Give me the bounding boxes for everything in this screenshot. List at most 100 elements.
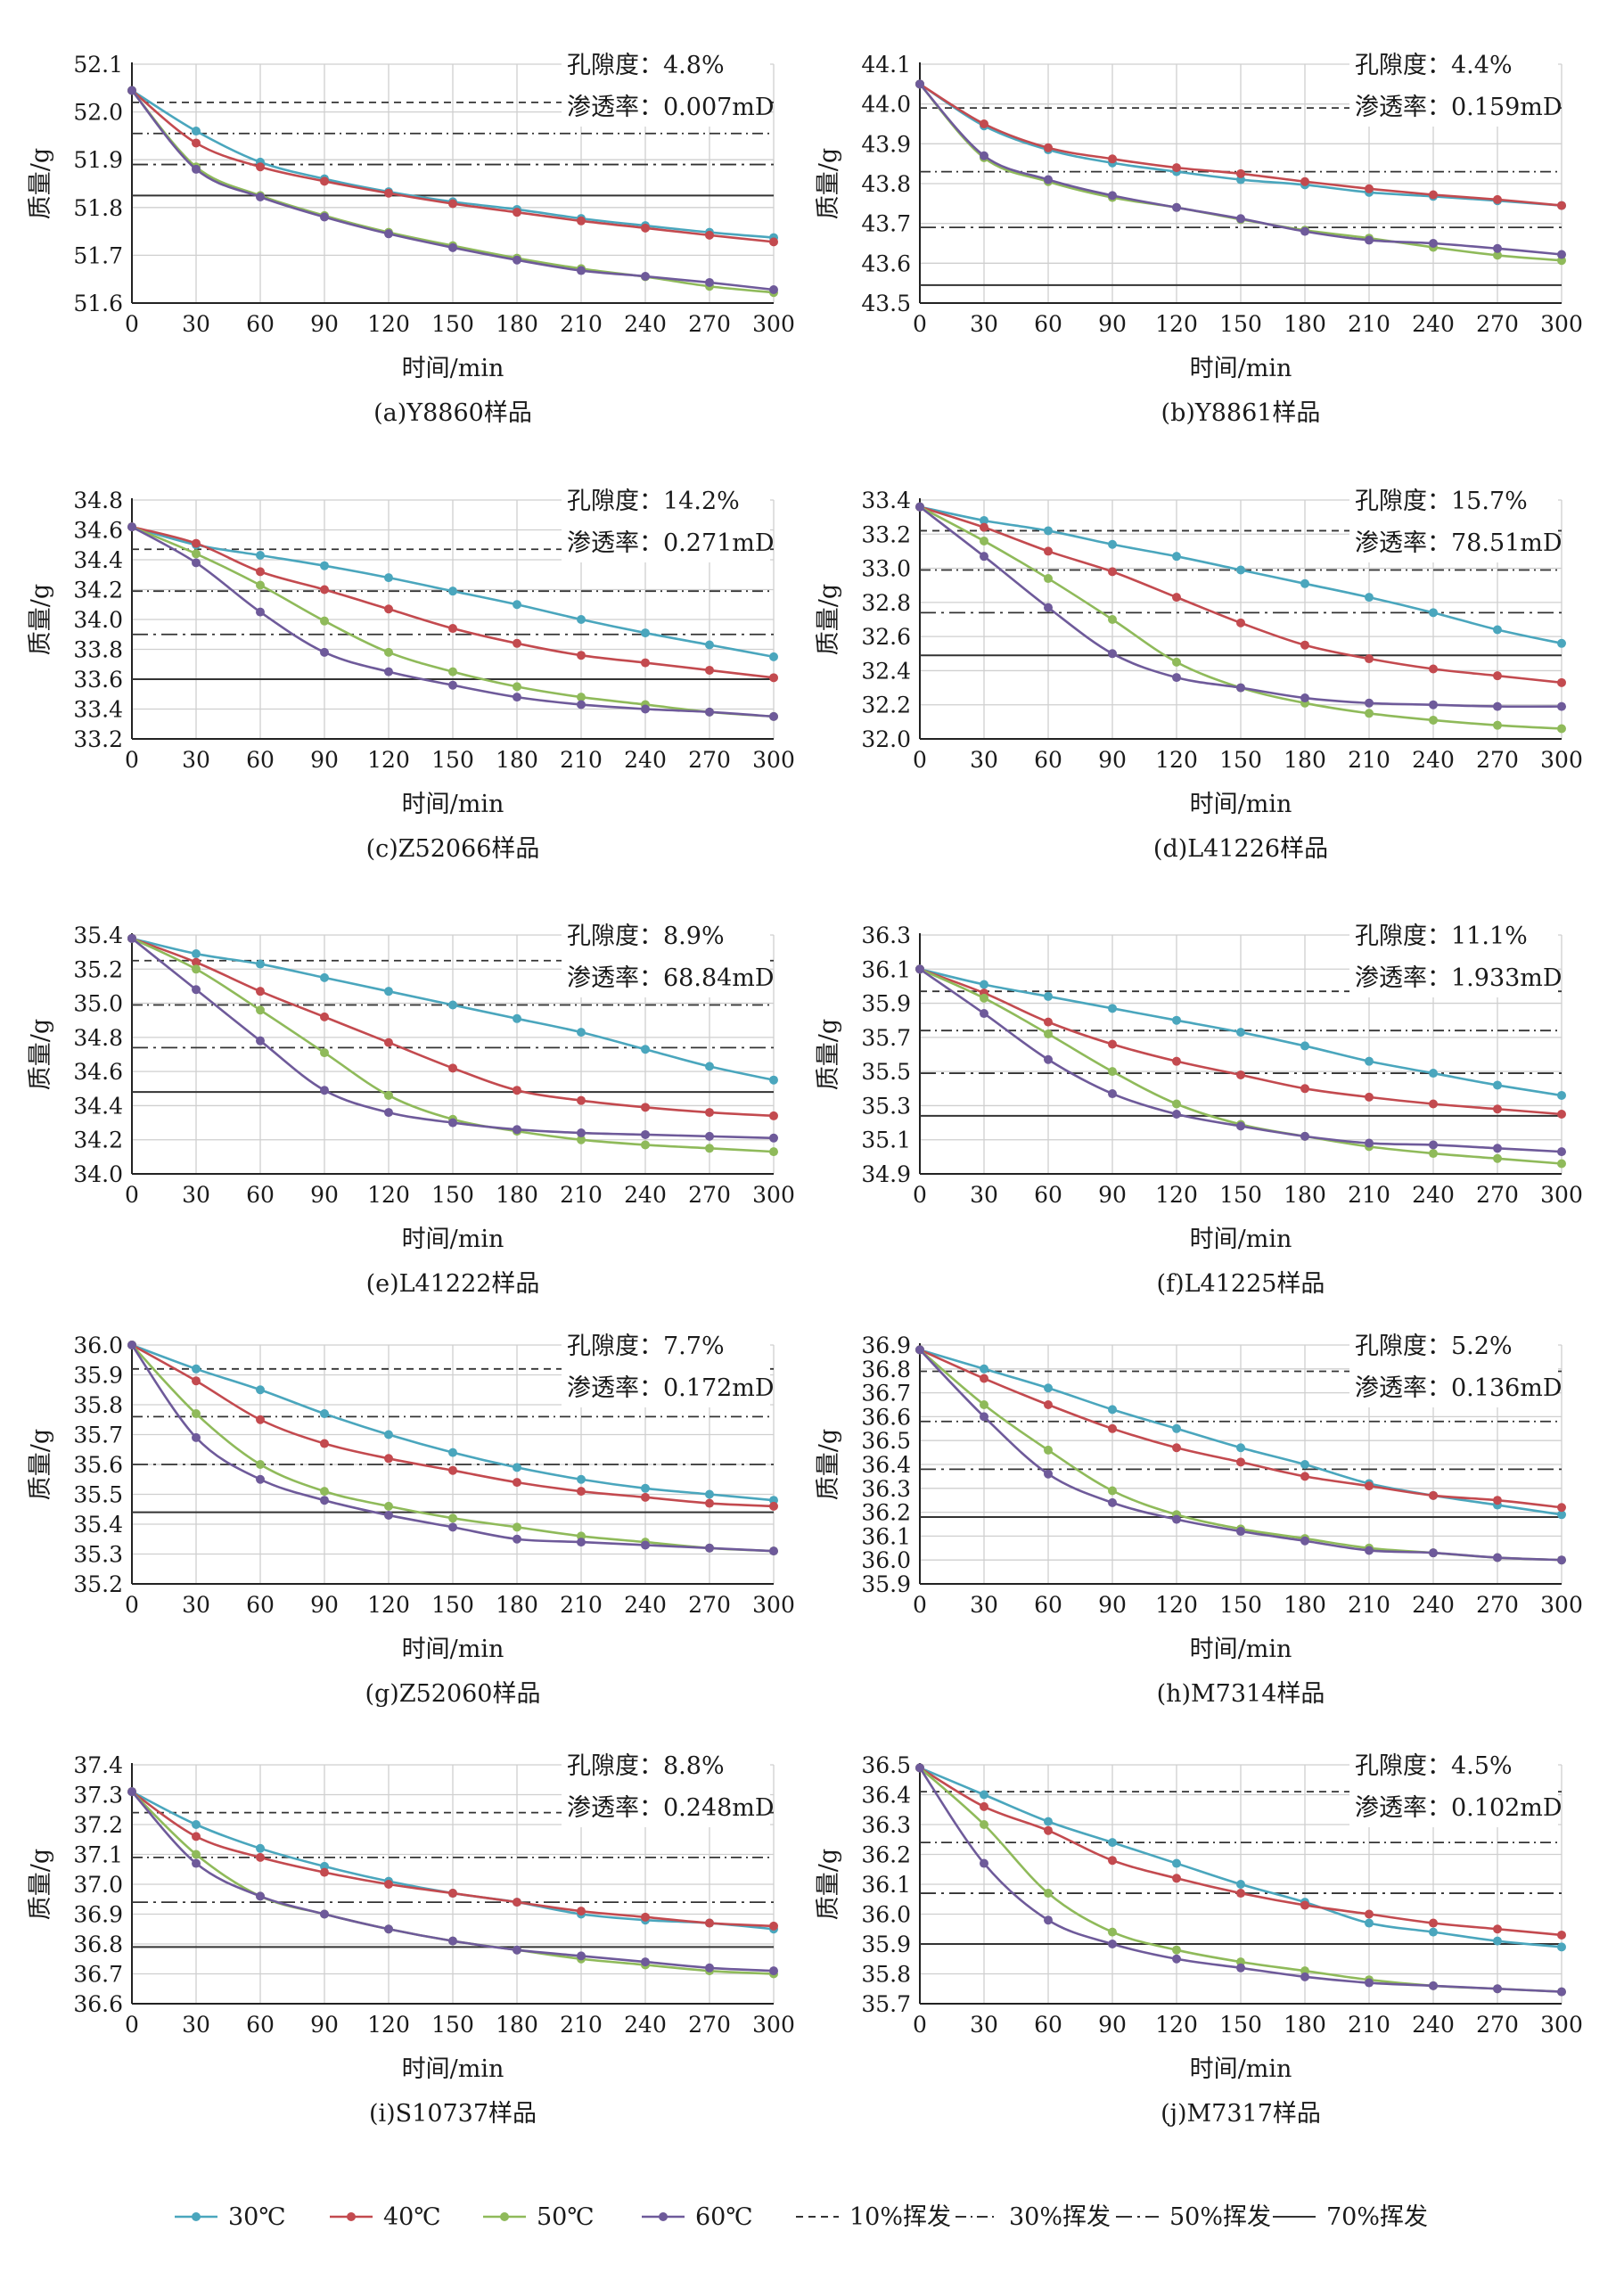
data-point [513,1478,521,1488]
data-point [1429,700,1438,709]
y-tick-label: 36.3 [861,1812,911,1838]
data-point [1236,1963,1245,1973]
data-point [1429,1149,1438,1159]
panel-caption: (c)Z52066样品 [366,835,540,863]
x-axis-label: 时间/min [1190,1636,1292,1663]
data-point [1365,654,1374,664]
y-axis-label: 质量/g [27,584,54,655]
x-tick-label: 210 [560,311,603,337]
series-40℃ [915,502,1566,687]
x-tick-label: 240 [624,311,667,337]
data-point [448,586,457,596]
data-point [1236,168,1245,178]
x-tick-label: 120 [367,1592,410,1618]
y-tick-label: 34.8 [73,488,123,513]
x-tick-label: 120 [1155,747,1198,773]
permeability-label: 渗透率：68.84mD [567,964,775,992]
data-point [1300,578,1309,588]
series-line [918,1767,1562,1993]
data-point [1557,1090,1566,1100]
x-tick-label: 30 [970,311,998,337]
data-point [448,667,457,677]
legend-label: 30%挥发 [1009,2203,1111,2231]
y-tick-label: 35.4 [73,1512,123,1538]
y-tick-label: 36.5 [861,1428,911,1454]
y-tick-label: 35.9 [861,1571,911,1597]
data-point [513,1125,521,1135]
data-point [1493,1936,1502,1946]
data-point [1172,1514,1181,1524]
y-axis-label: 质量/g [815,1849,842,1920]
annotation-box [1349,1745,1558,1827]
data-point [1557,1110,1566,1119]
data-point [1108,539,1117,549]
legend-label: 70%挥发 [1326,2203,1428,2231]
y-tick-label: 34.0 [73,607,123,633]
series-40℃ [915,1763,1566,1940]
data-point [1108,1856,1117,1866]
x-tick-label: 150 [431,311,474,337]
x-tick-label: 180 [1284,1182,1326,1208]
data-point [705,230,714,240]
x-tick-label: 120 [1155,2012,1198,2038]
data-point [1429,239,1438,248]
data-point [320,1867,329,1877]
data-point [192,1409,201,1419]
y-tick-label: 34.9 [861,1161,911,1187]
data-point [1172,1858,1181,1868]
y-tick-label: 51.8 [73,195,123,221]
legend-label: 50℃ [537,2203,595,2231]
data-point [1429,1140,1438,1150]
series-60℃ [915,1763,1566,1997]
data-point [1429,664,1438,674]
data-point [1236,214,1245,224]
data-point [192,957,201,967]
data-point [1044,1017,1053,1027]
x-tick-label: 90 [1098,747,1127,773]
x-tick-label: 150 [1219,1182,1262,1208]
data-point [384,1038,393,1047]
data-point [384,987,393,997]
data-point [384,647,393,657]
x-tick-label: 60 [1034,1592,1062,1618]
x-tick-label: 120 [1155,311,1198,337]
data-point [1172,1945,1181,1955]
x-tick-label: 300 [1540,1182,1583,1208]
data-point [641,1140,650,1150]
x-tick-label: 60 [1034,2012,1062,2038]
y-tick-label: 33.4 [861,488,911,513]
x-tick-label: 0 [125,1182,139,1208]
y-tick-label: 43.5 [861,291,911,316]
y-tick-label: 34.4 [73,1093,123,1119]
series-40℃ [915,964,1566,1119]
data-point [1365,184,1374,193]
data-point [915,1763,924,1773]
data-point [980,515,988,525]
legend-entry-4: 60℃ [642,2203,753,2231]
data-point [1172,202,1181,212]
data-point [1044,1383,1053,1393]
y-tick-label: 35.9 [861,1932,911,1957]
y-axis-label: 质量/g [27,1019,54,1090]
x-tick-label: 180 [496,2012,538,2038]
data-point [1044,1029,1053,1039]
data-point [1236,618,1245,627]
x-tick-label: 150 [1219,747,1262,773]
x-tick-label: 210 [1348,1592,1390,1618]
data-point [1493,1080,1502,1090]
data-point [127,86,136,95]
data-point [320,647,329,657]
x-tick-label: 0 [913,747,927,773]
data-point [1557,701,1566,711]
data-point [448,1465,457,1475]
data-point [705,277,714,287]
legend-marker [347,2212,356,2221]
permeability-label: 渗透率：0.007mD [567,94,775,121]
legend-entry-2: 40℃ [330,2203,441,2231]
x-tick-label: 180 [1284,747,1326,773]
data-point [577,651,586,660]
data-point [1493,1496,1502,1505]
annotation-box [1349,915,1558,997]
data-point [705,640,714,650]
grid [920,1764,1562,2005]
